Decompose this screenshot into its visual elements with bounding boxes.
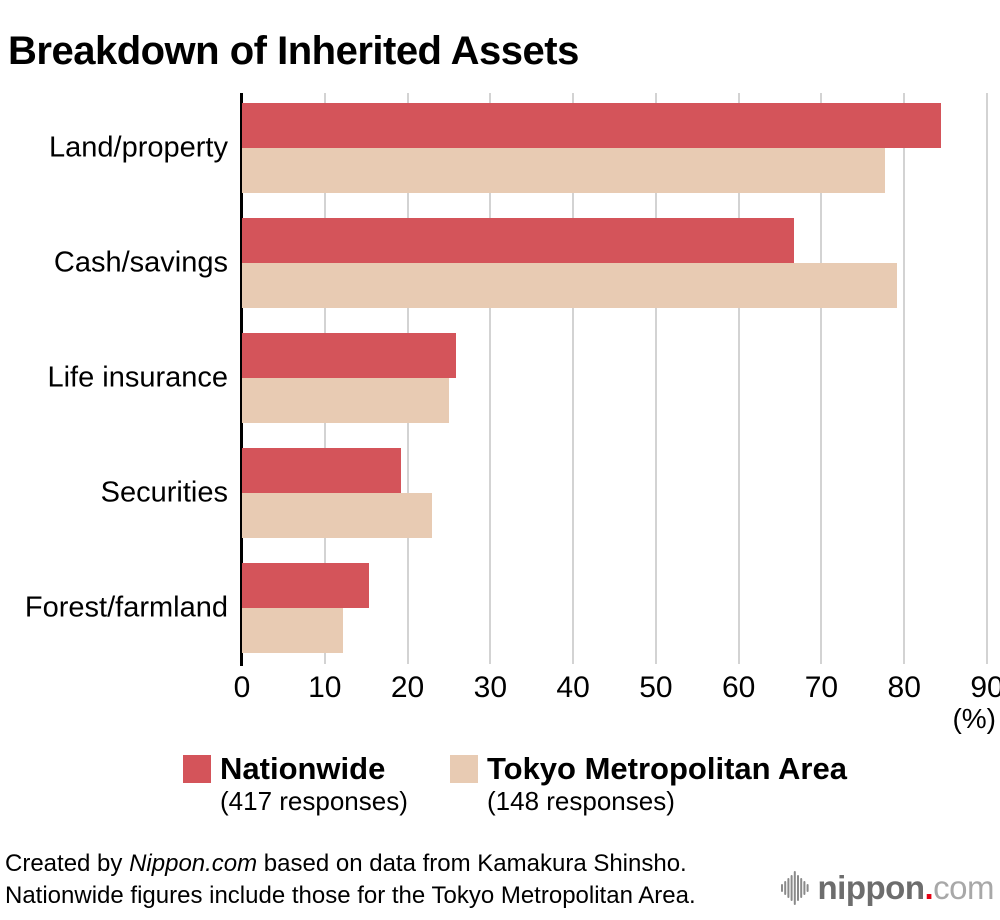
nippon-com-logo: nippon.com bbox=[780, 869, 995, 907]
x-tick-label-60: 60 bbox=[721, 671, 756, 704]
logo-dot: . bbox=[924, 869, 934, 906]
bar-tokyo-5 bbox=[242, 608, 343, 653]
bar-group-3 bbox=[242, 333, 987, 423]
x-tick-label-0: 0 bbox=[233, 671, 251, 704]
bar-nationwide-5 bbox=[242, 563, 369, 608]
bar-nationwide-3 bbox=[242, 333, 457, 378]
bar-nationwide-4 bbox=[242, 448, 401, 493]
y-axis-line bbox=[240, 93, 243, 666]
legend-item-tokyo: Tokyo Metropolitan Area (148 responses) bbox=[450, 752, 847, 816]
x-tick-label-80: 80 bbox=[887, 671, 921, 704]
gridline-70 bbox=[820, 93, 823, 664]
legend-swatch-nationwide bbox=[183, 755, 211, 783]
gridline-60 bbox=[737, 93, 740, 664]
category-label-1: Land/property bbox=[49, 131, 228, 164]
gridline-40 bbox=[572, 93, 575, 664]
bar-tokyo-3 bbox=[242, 378, 449, 423]
logo-wordmark: nippon.com bbox=[817, 869, 995, 907]
category-label-3: Life insurance bbox=[47, 361, 228, 394]
bar-group-2 bbox=[242, 218, 987, 308]
x-tick-label-90: 90 bbox=[970, 671, 1000, 704]
bar-nationwide-2 bbox=[242, 218, 795, 263]
x-tick-label-70: 70 bbox=[804, 671, 839, 704]
soundwave-icon bbox=[780, 871, 809, 905]
bar-nationwide-1 bbox=[242, 103, 941, 148]
x-tick-label-20: 20 bbox=[390, 671, 425, 704]
legend-text-tokyo: Tokyo Metropolitan Area (148 responses) bbox=[487, 751, 847, 817]
footer-source-name: Nippon.com bbox=[129, 850, 258, 877]
unit-label: (%) bbox=[952, 703, 996, 734]
footer-line-1: Created by Nippon.com based on data from… bbox=[5, 850, 687, 877]
plot-area: 0 10 20 30 40 50 60 70 80 90 bbox=[234, 93, 1000, 704]
category-label-4: Securities bbox=[100, 476, 228, 509]
x-tick-label-50: 50 bbox=[639, 671, 673, 704]
footer-line-2: Nationwide figures include those for the… bbox=[5, 882, 696, 909]
gridline-80 bbox=[903, 93, 906, 664]
bar-tokyo-2 bbox=[242, 263, 897, 308]
legend-label: Tokyo Metropolitan Area bbox=[487, 751, 847, 786]
legend-note: (148 responses) bbox=[487, 786, 675, 816]
logo-com-text: com bbox=[933, 869, 994, 906]
bar-tokyo-4 bbox=[242, 493, 433, 538]
category-label-2: Cash/savings bbox=[53, 246, 228, 279]
legend-item-nationwide: Nationwide (417 responses) bbox=[183, 752, 408, 816]
bar-tokyo-1 bbox=[242, 148, 886, 193]
legend-note: (417 responses) bbox=[220, 786, 408, 816]
chart-title: Breakdown of Inherited Assets bbox=[8, 28, 579, 73]
legend-swatch-tokyo bbox=[450, 755, 478, 783]
footer-credits: Created by Nippon.com based on data from… bbox=[5, 848, 696, 912]
gridline-90 bbox=[986, 93, 988, 664]
bar-group-5 bbox=[242, 563, 987, 653]
legend-label: Nationwide bbox=[220, 751, 386, 786]
x-tick-label-40: 40 bbox=[556, 671, 590, 704]
bar-group-4 bbox=[242, 448, 987, 538]
gridline-30 bbox=[489, 93, 492, 664]
gridline-50 bbox=[654, 93, 657, 664]
bar-group-1 bbox=[242, 103, 987, 193]
logo-nippon-text: nippon bbox=[817, 869, 925, 906]
legend-text-nationwide: Nationwide (417 responses) bbox=[220, 751, 408, 817]
category-label-5: Forest/farmland bbox=[24, 591, 228, 624]
x-tick-label-30: 30 bbox=[473, 671, 508, 704]
x-tick-label-10: 10 bbox=[308, 671, 342, 704]
